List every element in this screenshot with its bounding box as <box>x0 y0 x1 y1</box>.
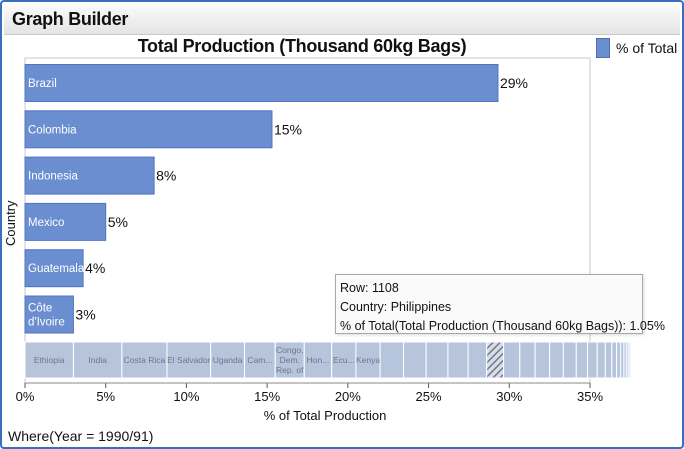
y-axis-label: Country <box>3 200 18 246</box>
app-title: Graph Builder <box>12 9 129 29</box>
bar-brazil[interactable] <box>24 64 499 102</box>
other-segment[interactable] <box>72 341 123 379</box>
other-segment[interactable] <box>331 341 357 379</box>
chart-title: Total Production (Thousand 60kg Bags) <box>137 36 467 56</box>
x-tick-label: 25% <box>416 389 442 404</box>
segment-label: India <box>88 355 107 365</box>
legend-swatch <box>596 38 610 58</box>
x-tick-label: 15% <box>254 389 280 404</box>
bar-category-label: Indonesia <box>28 171 78 183</box>
bar-data-label: 8% <box>156 168 176 184</box>
bar-indonesia[interactable] <box>24 156 155 195</box>
other-segment[interactable] <box>596 341 606 379</box>
segment-label: Costa Rica <box>124 355 166 365</box>
segment-label: Cam... <box>247 355 272 365</box>
bar-category-label: Guatemala <box>28 263 85 275</box>
title-bar: Graph Builder <box>4 4 680 35</box>
hover-tooltip: Row: 1108 Country: Philippines % of Tota… <box>335 274 665 334</box>
bar-category-label: Brazil <box>28 78 57 90</box>
other-segment[interactable] <box>379 341 405 379</box>
other-segment[interactable] <box>519 341 536 379</box>
other-segment[interactable] <box>503 341 521 379</box>
x-tick-label: 0% <box>16 389 35 404</box>
other-segment[interactable] <box>210 341 246 379</box>
x-tick-label: 20% <box>335 389 361 404</box>
bar-colombia[interactable] <box>24 110 273 149</box>
segment-label: Ecu... <box>333 355 355 365</box>
other-segment[interactable] <box>447 341 469 379</box>
bar-data-label: 3% <box>75 307 95 323</box>
other-segment[interactable] <box>631 341 634 379</box>
x-tick-label: 5% <box>96 389 115 404</box>
other-segment[interactable] <box>121 341 168 379</box>
other-segment[interactable] <box>562 341 577 379</box>
segment-label: Congo, Dem. Rep. of <box>276 345 304 375</box>
tooltip-row: Row: 1108 <box>340 281 399 295</box>
x-tick-label: 10% <box>173 389 199 404</box>
other-segment[interactable] <box>604 341 613 379</box>
bar-data-label: 5% <box>108 214 128 230</box>
legend[interactable]: % of Total <box>596 38 677 58</box>
segment-label: Kenya <box>356 355 380 365</box>
other-segment[interactable] <box>616 341 622 379</box>
bar-c-te-d-ivoire[interactable] <box>24 295 74 334</box>
other-segment[interactable] <box>24 341 74 379</box>
other-segment[interactable] <box>403 341 427 379</box>
other-segment[interactable] <box>587 341 598 379</box>
x-tick-label: 35% <box>577 389 603 404</box>
other-segment[interactable] <box>549 341 564 379</box>
other-segment[interactable] <box>611 341 618 379</box>
segment-label: El Salvador <box>167 355 211 365</box>
bar-data-label: 4% <box>85 260 105 276</box>
other-segment[interactable] <box>303 341 333 379</box>
bar-mexico[interactable] <box>24 202 107 241</box>
other-segment[interactable] <box>467 341 488 379</box>
bar-guatemala[interactable] <box>24 249 84 288</box>
segment-highlighted[interactable] <box>486 341 505 379</box>
other-segment[interactable] <box>166 341 212 379</box>
bar-category-label: Colombia <box>28 124 77 136</box>
tooltip-value: % of Total(Total Production (Thousand 60… <box>340 319 665 333</box>
bar-category-label: Mexico <box>28 217 64 229</box>
segment-label: Ethiopia <box>34 355 65 365</box>
bar-data-label: 15% <box>274 121 302 137</box>
other-segment[interactable] <box>425 341 449 379</box>
x-axis-label: % of Total Production <box>263 408 387 423</box>
tooltip-country: Country: Philippines <box>340 300 452 314</box>
segment-label: Hon... <box>307 355 330 365</box>
segment-label: Uganda <box>213 355 243 365</box>
other-segment[interactable] <box>534 341 551 379</box>
x-tick-label: 30% <box>496 389 522 404</box>
legend-label: % of Total <box>616 40 678 56</box>
other-segment[interactable] <box>575 341 589 379</box>
bar-data-label: 29% <box>500 75 528 91</box>
where-clause: Where(Year = 1990/91) <box>8 428 154 444</box>
bar-category-label: Côte d'Ivoire <box>28 303 65 329</box>
